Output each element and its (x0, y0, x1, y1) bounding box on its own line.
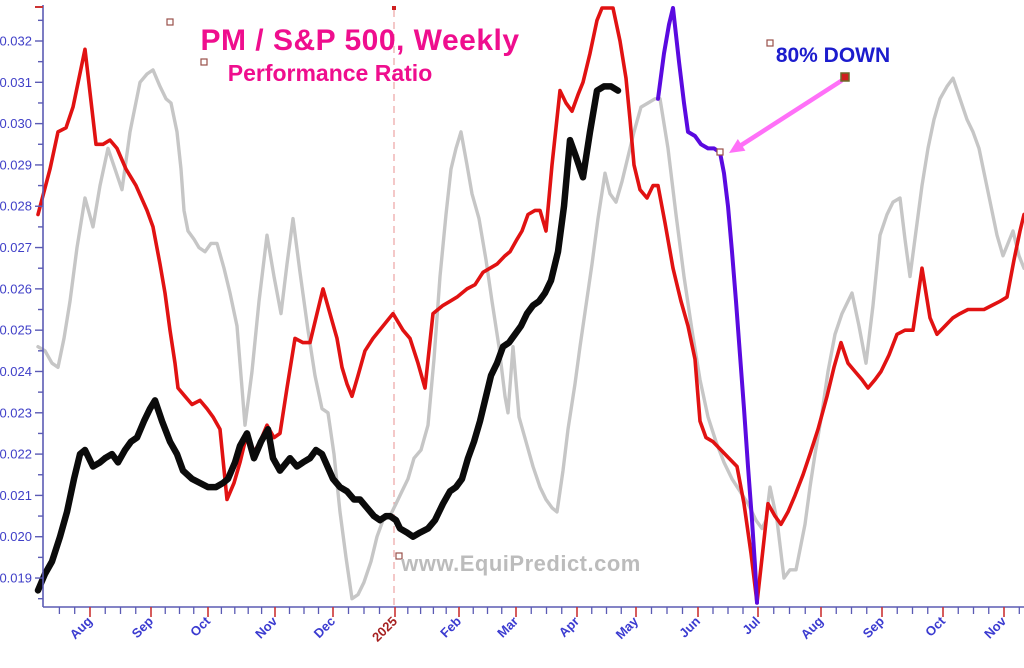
y-tick-label: 0.024 (0, 364, 32, 379)
anchor-marker-hollow (716, 148, 724, 156)
red_series-line (36, 6, 1024, 605)
month-label: Feb (437, 613, 464, 640)
chart-title: PM / S&P 500, Weekly (200, 24, 520, 57)
anchor-marker-hollow (166, 18, 174, 26)
anchor-marker-filled (840, 72, 850, 82)
anchor-marker-hollow (766, 39, 774, 47)
gray_series-line (36, 68, 1024, 601)
y-axis-ticks: 0.019 0.020 0.021 0.022 0.023 0.024 0.025 0.026… (0, 19, 43, 600)
watermark: www.EquiPredict.com (401, 551, 641, 576)
blue_projection-line (656, 6, 759, 605)
month-label: Jun (676, 613, 703, 640)
month-label: Sep (129, 613, 157, 641)
y-tick-label: 0.028 (0, 199, 32, 214)
month-label: Dec (311, 614, 338, 641)
month-label: Mar (494, 614, 521, 641)
y-tick-label: 0.029 (0, 157, 32, 172)
month-label: Sep (860, 613, 888, 641)
y-tick-label: 0.031 (0, 75, 32, 90)
month-label: 2025 (369, 614, 400, 645)
month-label: Oct (187, 613, 213, 639)
y-tick-label: 0.020 (0, 529, 32, 544)
y-tick-label: 0.023 (0, 405, 32, 420)
y-tick-label: 0.022 (0, 447, 32, 462)
y-tick-label: 0.025 (0, 323, 32, 338)
divider-top-marker (392, 6, 396, 10)
chart-subtitle: Performance Ratio (227, 60, 433, 86)
annotation-80-down: 80% DOWN (775, 44, 891, 67)
annotation-arrow-head (729, 139, 746, 153)
month-label: Jul (739, 614, 763, 638)
anchor-marker-hollow (200, 58, 208, 66)
black_series-line (34, 83, 622, 594)
month-label: Aug (798, 613, 827, 642)
annotation-arrow-shaft (736, 78, 844, 150)
month-label: Nov (252, 613, 281, 642)
month-label: Oct (922, 613, 948, 639)
y-tick-label: 0.026 (0, 281, 32, 296)
month-label: Aug (67, 613, 96, 642)
y-tick-label: 0.027 (0, 240, 32, 255)
y-tick-label: 0.032 (0, 34, 32, 49)
month-label: Apr (556, 614, 582, 640)
x-axis-ticks: Aug Sep Oct Nov Dec 2025 Feb Mar Apr May Jun Jul Aug… (58, 607, 1020, 645)
month-label: Nov (981, 613, 1010, 642)
y-tick-label: 0.019 (0, 571, 32, 586)
y-tick-label: 0.030 (0, 116, 32, 131)
anchor-marker-hollow (395, 552, 403, 560)
month-label: May (613, 613, 642, 642)
y-tick-label: 0.021 (0, 488, 32, 503)
axes (35, 5, 1024, 608)
